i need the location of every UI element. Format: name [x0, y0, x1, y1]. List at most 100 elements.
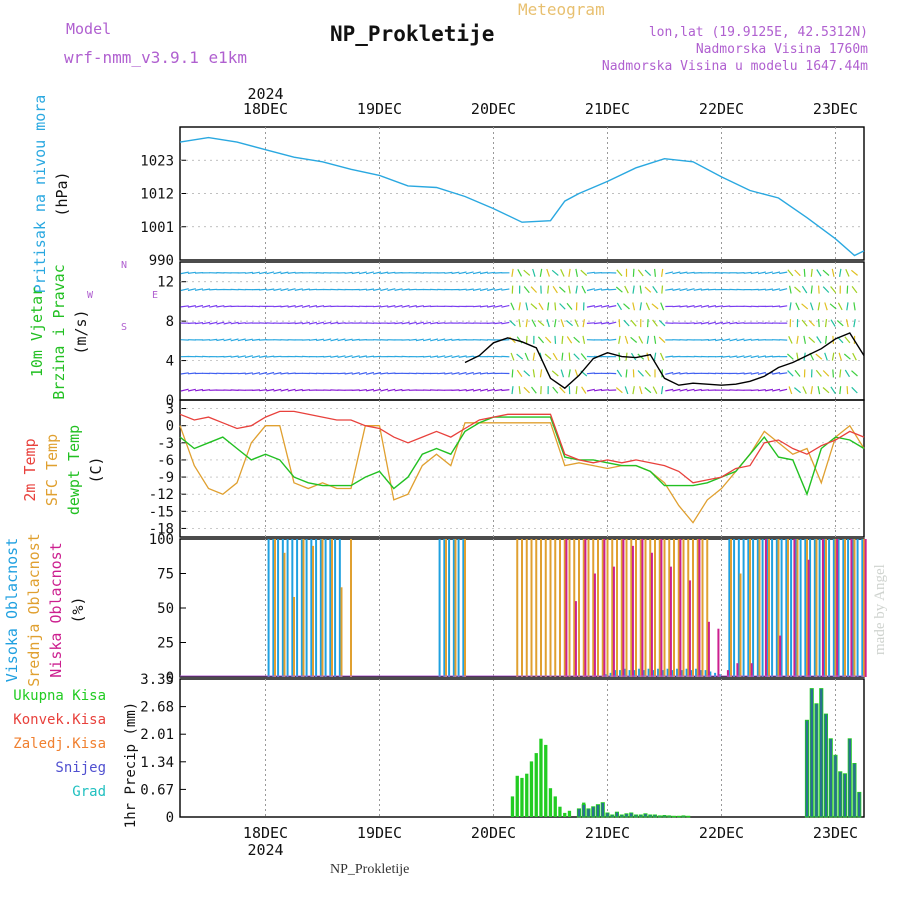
wind-arrow — [672, 271, 681, 275]
wind-arrow — [608, 288, 617, 291]
wind-ytick-label: 0 — [166, 393, 174, 409]
bottom-day-label: 23DEC — [813, 824, 858, 842]
bottom-day-label: 21DEC — [585, 824, 630, 842]
wind-arrow — [230, 338, 239, 342]
wind-arrow — [851, 269, 858, 276]
wind-arrow — [559, 386, 566, 394]
snow-precip-bar — [662, 815, 667, 818]
wind-arrow — [786, 353, 794, 360]
wind-arrow — [665, 271, 674, 275]
wind-arrow — [586, 288, 595, 292]
wind-arrow — [308, 305, 318, 308]
wind-arrow — [779, 388, 788, 392]
wind-arrow — [518, 386, 521, 395]
wind-arrow — [652, 285, 658, 294]
snow-precip-bar — [657, 815, 662, 818]
wind-arrow — [380, 305, 389, 308]
wind-arrow — [824, 302, 828, 311]
temperature-ytick-label: 0 — [166, 419, 174, 435]
wind-arrow — [266, 288, 275, 291]
wind-arrow — [801, 285, 808, 294]
wind-arrow — [237, 322, 246, 325]
wind-arrow — [180, 288, 189, 292]
temperature-ytick-label: -12 — [149, 487, 174, 503]
snow-precip-bar — [648, 814, 653, 818]
precip-ytick-label: 3.35 — [140, 672, 174, 688]
wind-arrow — [344, 271, 353, 274]
wind-arrow — [581, 285, 587, 294]
wind-arrow — [294, 288, 303, 291]
wind-arrow — [458, 355, 467, 358]
wind-arrow — [693, 272, 702, 274]
wind-arrow — [632, 386, 635, 395]
wind-arrow — [700, 339, 709, 341]
cloud-ytick-label: 75 — [157, 567, 174, 583]
wind-arrow — [568, 268, 571, 277]
wind-arrow — [654, 268, 656, 277]
temperature-ytick-label: -18 — [149, 521, 174, 537]
wind-arrow — [645, 302, 651, 311]
wind-arrow — [593, 288, 603, 291]
wind-arrow — [394, 272, 403, 274]
wind-arrow — [580, 269, 588, 276]
wind-arrow — [816, 269, 822, 277]
wind-arrow — [494, 288, 503, 291]
wind-arrow — [187, 388, 196, 392]
wind-arrow — [561, 352, 564, 361]
wind-arrow — [380, 288, 389, 292]
wind-arrow — [715, 305, 724, 308]
wind-arrow — [672, 372, 681, 375]
wind-arrow — [837, 302, 843, 311]
precip-legend-item: Konvek.Kisa — [13, 712, 106, 728]
wind-arrow — [430, 355, 439, 358]
wind-arrow — [601, 389, 610, 392]
wind-arrow — [686, 322, 695, 324]
pressure-ylabel: (hPa) — [53, 171, 71, 216]
total-precip-bar — [567, 810, 572, 817]
wind-arrow — [244, 372, 253, 375]
snow-precip-bar — [828, 738, 833, 818]
wind-arrow — [373, 372, 382, 375]
total-precip-bar — [548, 788, 553, 817]
precip-ytick-label: 0 — [166, 810, 174, 826]
wind-arrow — [451, 355, 460, 359]
wind-arrow — [444, 355, 453, 359]
wind-arrow — [722, 305, 731, 308]
wind-arrow — [818, 319, 820, 328]
wind-arrow — [846, 386, 849, 395]
precip-legend-item: Snijeg — [55, 760, 106, 776]
snow-precip-bar — [847, 738, 852, 818]
wind-arrow — [266, 271, 275, 275]
wind-arrow — [323, 338, 332, 342]
wind-arrow — [824, 319, 828, 328]
wind-arrow — [465, 271, 474, 275]
wind-arrow — [472, 271, 481, 275]
wind-arrow — [532, 268, 536, 277]
wind-arrow — [822, 269, 830, 276]
wind-arrow — [772, 355, 781, 358]
precip-ytick-label: 2.68 — [140, 700, 174, 716]
wind-arrow — [187, 288, 196, 292]
cloud-ytick-label: 100 — [149, 532, 174, 548]
wind-arrow — [679, 288, 688, 292]
wind-arrow — [337, 355, 346, 358]
snow-precip-bar — [629, 812, 634, 818]
wind-arrow — [757, 355, 766, 358]
wind-arrow — [202, 288, 211, 291]
wind-arrow — [836, 320, 844, 327]
wind-arrow — [665, 355, 674, 358]
wind-arrow — [757, 288, 766, 291]
snow-precip-bar — [667, 815, 672, 818]
snow-precip-bar — [671, 815, 676, 818]
wind-arrow — [437, 372, 446, 375]
snow-precip-bar — [619, 814, 624, 818]
wind-arrow — [195, 388, 203, 392]
wind-arrow — [530, 303, 538, 310]
wind-arrow — [525, 335, 528, 344]
wind-arrow — [623, 303, 630, 310]
wind-arrow — [358, 389, 367, 392]
wind-arrow — [707, 288, 717, 291]
model-name: wrf-nmm_v3.9.1 e1km — [64, 48, 248, 67]
snow-precip-bar — [643, 813, 648, 818]
bottom-year-label: 2024 — [247, 841, 283, 859]
